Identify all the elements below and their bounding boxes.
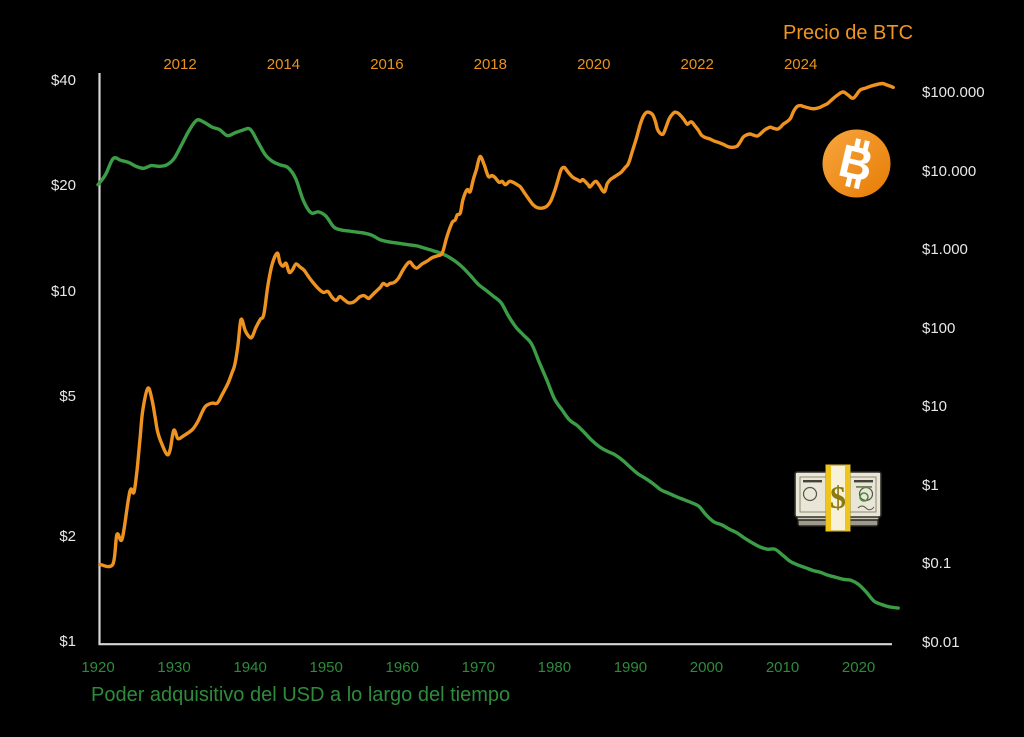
left-axis-tick-5: $5	[59, 388, 76, 406]
bottom-axis-tick-1920: 1920	[81, 659, 115, 676]
btc-line	[98, 81, 895, 569]
top-axis-tick-2018: 2018	[473, 56, 507, 73]
right-axis-tick-100: $100	[922, 319, 956, 337]
bottom-axis-tick-1940: 1940	[233, 659, 267, 676]
bottom-axis-tick-1950: 1950	[309, 659, 343, 676]
top-axis-tick-2012: 2012	[163, 56, 197, 73]
top-axis-tick-2022: 2022	[680, 56, 714, 73]
right-axis-tick-01: $0.1	[922, 555, 952, 573]
right-axis-tick-10: $10	[922, 398, 948, 416]
left-axis-tick-1: $1	[59, 633, 76, 650]
bottom-axis-tick-1960: 1960	[385, 659, 419, 676]
btc-title: Precio de BTC	[783, 22, 914, 44]
usd-title: Poder adquisitivo del USD a lo largo del…	[91, 684, 511, 706]
left-axis-tick-40: $40	[50, 71, 76, 89]
right-axis-tick-10000: $10.000	[922, 162, 977, 180]
left-axis-tick-20: $20	[50, 177, 76, 195]
bottom-axis-tick-1990: 1990	[613, 659, 648, 676]
svg-text:$: $	[830, 479, 846, 515]
currency-band: $	[825, 464, 851, 532]
bottom-axis-tick-2000: 2000	[689, 659, 724, 676]
bottom-axis-tick-2010: 2010	[765, 659, 800, 676]
top-axis-tick-2016: 2016	[370, 56, 404, 73]
right-axis-tick-001: $0.01	[922, 634, 960, 651]
usd-line	[96, 118, 900, 610]
bottom-axis-tick-1970: 1970	[461, 659, 495, 676]
dollar-banknotes-icon: $	[794, 464, 882, 532]
right-axis-tick-1000: $1.000	[922, 241, 968, 259]
top-axis-tick-2020: 2020	[577, 56, 611, 73]
bottom-axis-tick-1980: 1980	[537, 659, 572, 676]
bottom-axis-tick-2020: 2020	[841, 659, 876, 676]
right-axis-tick-1: $1	[922, 476, 939, 494]
top-axis-tick-2024: 2024	[783, 56, 818, 73]
top-axis-tick-2014: 2014	[266, 56, 301, 73]
left-axis-tick-10: $10	[50, 282, 76, 300]
bitcoin-logo-icon: B	[822, 129, 891, 198]
left-axis-tick-2: $2	[59, 527, 76, 545]
right-axis-tick-100000: $100.000	[922, 84, 985, 101]
bottom-axis-tick-1930: 1930	[157, 659, 191, 676]
